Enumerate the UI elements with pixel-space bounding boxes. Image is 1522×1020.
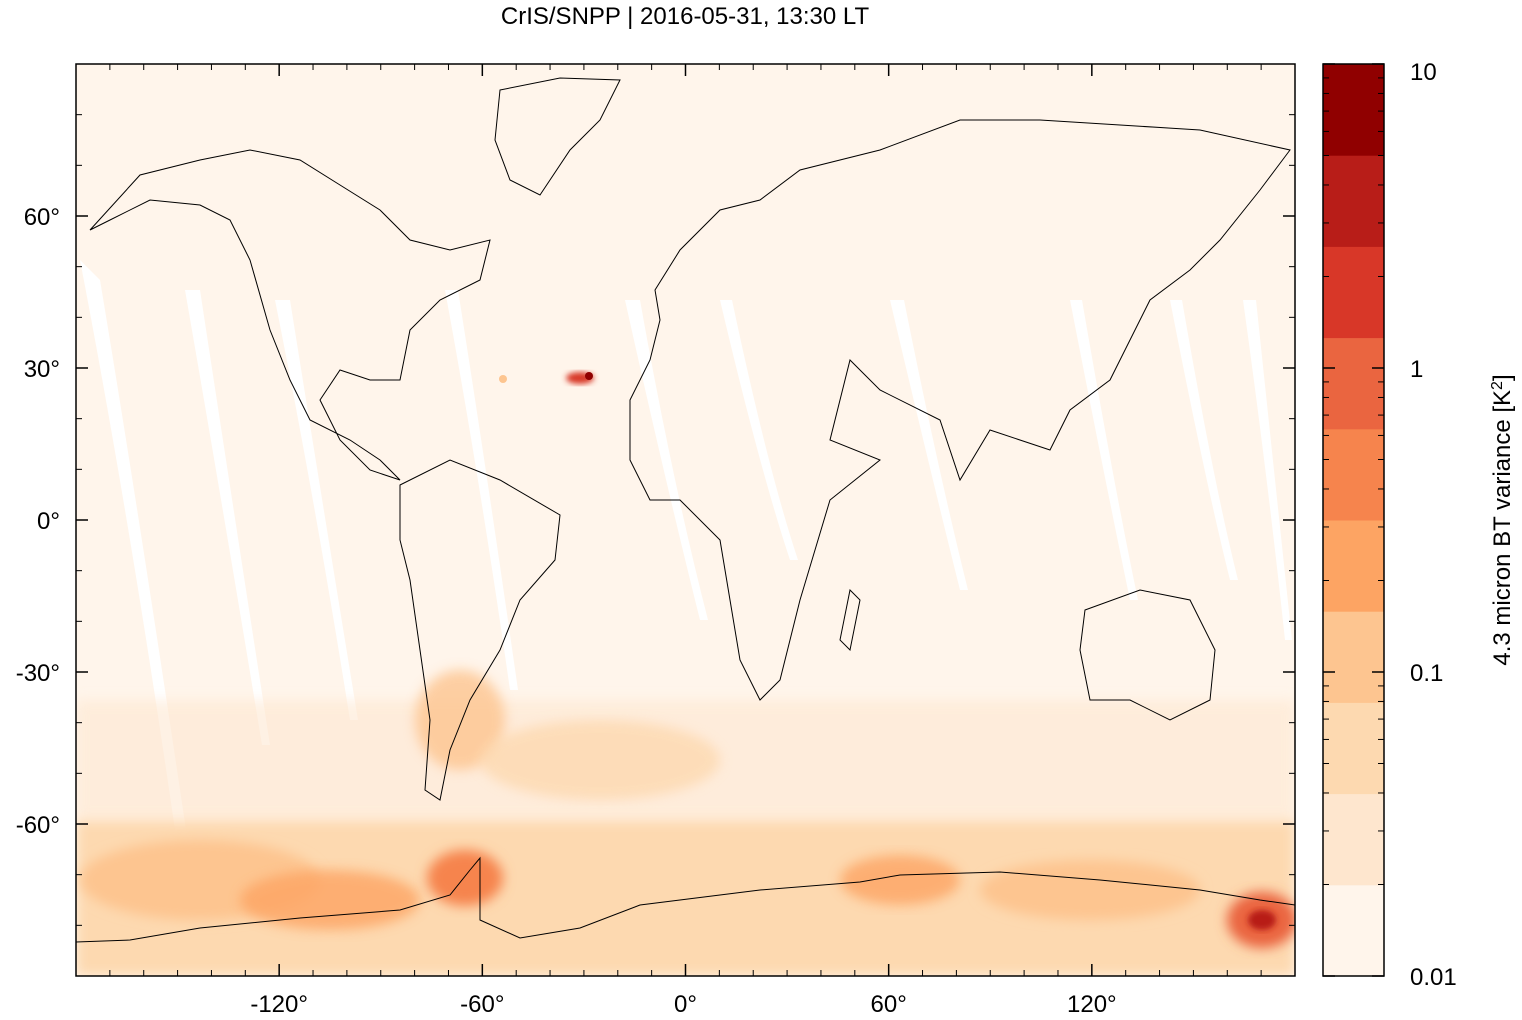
field-patch <box>980 860 1200 920</box>
coastline-africa-eurasia <box>629 119 1291 701</box>
colorbar-band <box>1323 611 1384 703</box>
colorbar-bands <box>1323 64 1384 977</box>
colorbar-tick-label: 0.01 <box>1410 964 1457 991</box>
x-tick-label: 60° <box>871 991 907 1018</box>
colorbar-band <box>1323 337 1384 430</box>
colorbar-ticks: 10 1 0.1 0.01 <box>1323 59 1457 991</box>
coastline-madagascar <box>839 588 861 652</box>
colorbar-tick-label: 1 <box>1410 356 1423 383</box>
swath-gap <box>80 260 186 830</box>
coastline-north-america <box>89 149 491 481</box>
swath-gap <box>1070 300 1138 600</box>
x-tick-label: 120° <box>1067 991 1117 1018</box>
field-patch <box>240 870 420 930</box>
swath-gap <box>625 300 708 620</box>
colorbar-band <box>1323 428 1384 521</box>
y-tick-label: 0° <box>37 508 60 535</box>
swath-gap <box>445 290 518 690</box>
x-tick-label: -120° <box>250 991 308 1018</box>
field-patch <box>499 375 507 383</box>
field-patch <box>480 720 720 800</box>
x-tick-label: -60° <box>460 991 504 1018</box>
colorbar-tick-label: 0.1 <box>1410 660 1443 687</box>
coastline-australia <box>1079 589 1216 721</box>
field-patch <box>585 372 593 380</box>
field-patch <box>415 670 505 770</box>
variance-field <box>76 372 1295 976</box>
swath-gap <box>275 300 358 720</box>
swath-gap <box>185 290 270 745</box>
map-title: CrIS/SNPP | 2016-05-31, 13:30 LT <box>501 3 870 30</box>
y-tick-label: 30° <box>24 356 60 383</box>
swath-gap <box>720 300 798 560</box>
y-tick-label: -60° <box>16 812 60 839</box>
y-tick-label: -30° <box>16 660 60 687</box>
colorbar-band <box>1323 793 1384 886</box>
colorbar-band <box>1323 702 1384 795</box>
colorbar-band <box>1323 246 1384 339</box>
y-tick-label: 60° <box>24 204 60 231</box>
coastline-south-america <box>399 459 561 801</box>
map-panel: -120° -60° 0° 60° 120° 60° 30° 0° -30° -60° <box>16 63 1296 1018</box>
coastline-antarctica <box>76 856 1295 943</box>
coastlines <box>76 77 1295 943</box>
swath-gap <box>1170 300 1238 580</box>
colorbar-frame <box>1322 63 1385 977</box>
colorbar-band <box>1323 155 1384 247</box>
x-tick-label: 0° <box>674 991 697 1018</box>
field-patch <box>1248 910 1276 930</box>
swath-gaps <box>80 260 1292 830</box>
swath-gap <box>890 300 968 590</box>
colorbar: 10 1 0.1 0.01 4.3 micron BT variance [K2] <box>1322 59 1517 991</box>
field-patch <box>427 850 503 906</box>
colorbar-tick-label: 10 <box>1410 59 1437 86</box>
coastline-greenland <box>494 77 621 196</box>
colorbar-label: 4.3 micron BT variance [K2] <box>1489 374 1517 665</box>
colorbar-band <box>1323 884 1384 977</box>
swath-gap <box>1243 300 1292 640</box>
map-ticks: -120° -60° 0° 60° 120° 60° 30° 0° -30° -60° <box>16 64 1295 1018</box>
field-patch <box>840 855 960 905</box>
colorbar-band <box>1323 64 1384 156</box>
colorbar-band <box>1323 520 1384 612</box>
